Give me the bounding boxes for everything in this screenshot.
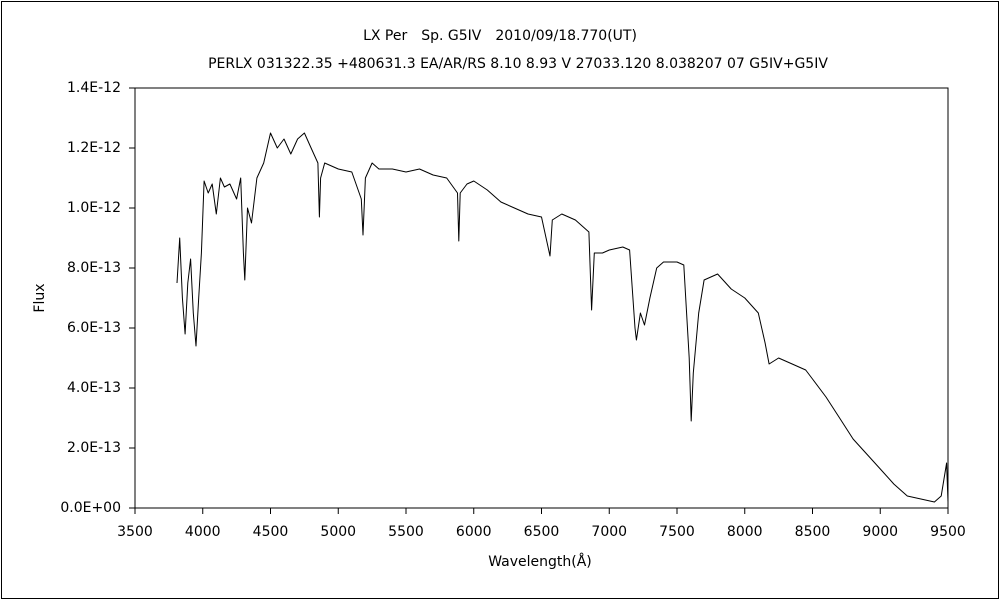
y-axis-label: Flux bbox=[32, 283, 48, 312]
x-tick-label: 5500 bbox=[388, 524, 424, 540]
y-tick-label: 0.0E+00 bbox=[60, 500, 121, 516]
x-tick-label: 7500 bbox=[659, 524, 695, 540]
spectrum-line bbox=[176, 132, 949, 503]
y-tick-label: 1.2E-12 bbox=[67, 140, 121, 156]
x-tick-label: 4000 bbox=[185, 524, 221, 540]
x-tick-label: 7000 bbox=[591, 524, 627, 540]
y-tick-label: 1.4E-12 bbox=[67, 80, 121, 96]
y-tick-label: 8.0E-13 bbox=[67, 260, 121, 276]
x-tick-label: 4500 bbox=[253, 524, 289, 540]
x-tick-label: 8500 bbox=[795, 524, 831, 540]
x-tick-label: 9500 bbox=[930, 524, 966, 540]
x-tick-label: 6000 bbox=[456, 524, 492, 540]
x-tick-label: 6500 bbox=[524, 524, 560, 540]
chart-subtitle: PERLX 031322.35 +480631.3 EA/AR/RS 8.10 … bbox=[208, 56, 828, 72]
x-tick-label: 9000 bbox=[862, 524, 898, 540]
x-tick-label: 5000 bbox=[320, 524, 356, 540]
x-axis-label: Wavelength(Å) bbox=[488, 553, 592, 570]
y-tick-label: 6.0E-13 bbox=[67, 320, 121, 336]
x-tick-label: 3500 bbox=[117, 524, 153, 540]
y-tick-label: 1.0E-12 bbox=[67, 200, 121, 216]
x-tick-label: 8000 bbox=[727, 524, 763, 540]
y-tick-label: 2.0E-13 bbox=[67, 440, 121, 456]
chart-title: LX Per Sp. G5IV 2010/09/18.770(UT) bbox=[363, 28, 637, 44]
y-tick-label: 4.0E-13 bbox=[67, 380, 121, 396]
